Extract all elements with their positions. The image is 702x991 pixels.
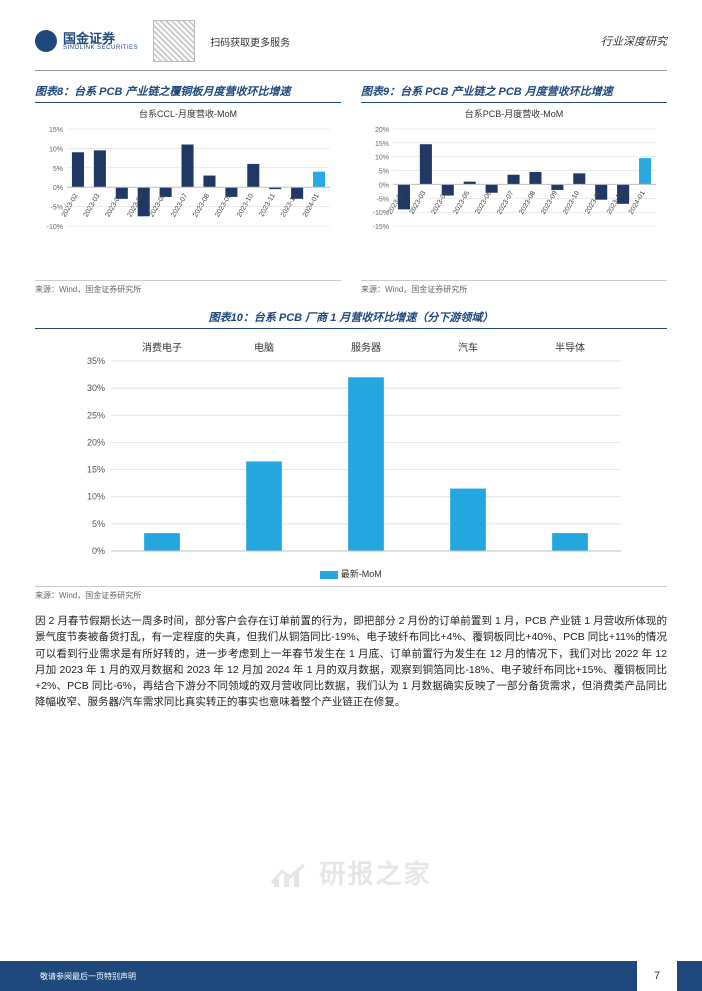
svg-text:25%: 25% xyxy=(87,410,105,420)
svg-text:2023-05: 2023-05 xyxy=(453,190,472,216)
svg-text:2023-10: 2023-10 xyxy=(236,193,255,219)
svg-text:0%: 0% xyxy=(53,185,63,192)
chart8-figure: -10% -5% 0% 5% 10% 15% 2023-022023-032023-04 20… xyxy=(35,124,335,274)
svg-text:-5%: -5% xyxy=(377,196,389,203)
chart9-container: 图表9：台系 PCB 产业链之 PCB 月度营收环比增速 台系PCB-月度营收-… xyxy=(361,83,667,295)
svg-text:2023-09: 2023-09 xyxy=(540,190,559,216)
svg-text:10%: 10% xyxy=(87,492,105,502)
svg-text:2023-08: 2023-08 xyxy=(192,193,211,219)
svg-text:2023-02: 2023-02 xyxy=(61,193,80,219)
body-paragraph: 因 2 月春节假期长达一周多时间，部分客户会存在订单前置的行为，即把部分 2 月… xyxy=(35,613,667,711)
svg-text:15%: 15% xyxy=(87,465,105,475)
legend-label: 最新-MoM xyxy=(341,569,382,579)
svg-text:2023-03: 2023-03 xyxy=(83,193,102,219)
chart9-subtitle: 台系PCB-月度营收-MoM xyxy=(361,107,667,120)
page-header: 国金证券 SINOLINK SECURITIES 扫码获取更多服务 行业深度研究 xyxy=(35,20,667,68)
svg-text:2023-10: 2023-10 xyxy=(562,190,581,216)
svg-text:消费电子: 消费电子 xyxy=(142,341,182,354)
svg-text:30%: 30% xyxy=(87,383,105,393)
svg-text:10%: 10% xyxy=(49,146,63,153)
svg-text:2023-04: 2023-04 xyxy=(105,193,124,219)
page-number: 7 xyxy=(637,961,677,991)
svg-text:10%: 10% xyxy=(375,155,389,162)
watermark-text: 研报之家 xyxy=(320,859,432,889)
svg-text:5%: 5% xyxy=(92,519,105,529)
chart8-title: 图表8：台系 PCB 产业链之覆铜板月度营收环比增速 xyxy=(35,83,341,103)
svg-text:2023-08: 2023-08 xyxy=(518,190,537,216)
svg-text:0%: 0% xyxy=(379,182,389,189)
chart10-figure: 0% 5% 10% 15% 20% 25% 30% 35% 消费电子 电脑 服务器 汽车 半导体 xyxy=(51,333,651,563)
charts-row-89: 图表8：台系 PCB 产业链之覆铜板月度营收环比增速 台系CCL-月度营收-Mo… xyxy=(35,83,667,295)
logo-subtext: SINOLINK SECURITIES xyxy=(63,45,138,51)
svg-text:-15%: -15% xyxy=(373,224,389,231)
svg-text:15%: 15% xyxy=(49,127,63,134)
svg-text:2023-11: 2023-11 xyxy=(584,190,603,215)
svg-text:2024-01: 2024-01 xyxy=(628,190,647,216)
svg-text:汽车: 汽车 xyxy=(458,341,478,354)
watermark-icon xyxy=(270,863,310,889)
chart9-title: 图表9：台系 PCB 产业链之 PCB 月度营收环比增速 xyxy=(361,83,667,103)
svg-text:20%: 20% xyxy=(375,127,389,134)
chart9-figure: -15%-10%-5%0%5%10%15%20%2023-022023-0320… xyxy=(361,124,661,274)
svg-text:半导体: 半导体 xyxy=(555,341,585,354)
svg-text:服务器: 服务器 xyxy=(351,341,381,354)
svg-text:2023-06: 2023-06 xyxy=(148,193,167,219)
chart8-subtitle: 台系CCL-月度营收-MoM xyxy=(35,107,341,120)
logo-icon xyxy=(35,30,57,52)
chart10-source: 来源：Wind，国金证券研究所 xyxy=(35,586,667,601)
chart8-source: 来源：Wind，国金证券研究所 xyxy=(35,280,341,295)
footer-disclaimer: 敬请参阅最后一页特别声明 xyxy=(0,971,136,982)
svg-text:电脑: 电脑 xyxy=(254,341,274,354)
watermark: 研报之家 xyxy=(0,854,702,891)
svg-text:2023-06: 2023-06 xyxy=(474,190,493,216)
svg-text:15%: 15% xyxy=(375,141,389,148)
svg-text:-10%: -10% xyxy=(47,224,63,231)
svg-text:2023-04: 2023-04 xyxy=(431,190,450,216)
svg-text:20%: 20% xyxy=(87,437,105,447)
logo-text: 国金证券 xyxy=(63,32,138,45)
chart10-title: 图表10：台系 PCB 厂商 1 月营收环比增速（分下游领域） xyxy=(35,309,667,329)
svg-text:-5%: -5% xyxy=(51,205,63,212)
chart9-source: 来源：Wind，国金证券研究所 xyxy=(361,280,667,295)
company-logo: 国金证券 SINOLINK SECURITIES xyxy=(35,30,138,52)
svg-text:0%: 0% xyxy=(92,546,105,556)
svg-text:5%: 5% xyxy=(53,166,63,173)
svg-text:2023-03: 2023-03 xyxy=(409,190,428,216)
chart10-legend: 最新-MoM xyxy=(35,567,667,580)
svg-text:2023-11: 2023-11 xyxy=(258,193,277,218)
svg-text:2023-12: 2023-12 xyxy=(280,193,299,219)
legend-swatch xyxy=(320,571,338,579)
chart8-container: 图表8：台系 PCB 产业链之覆铜板月度营收环比增速 台系CCL-月度营收-Mo… xyxy=(35,83,341,295)
svg-text:5%: 5% xyxy=(379,169,389,176)
svg-text:2023-07: 2023-07 xyxy=(496,190,515,216)
doc-category: 行业深度研究 xyxy=(601,33,667,49)
svg-text:35%: 35% xyxy=(87,356,105,366)
page-footer: 敬请参阅最后一页特别声明 7 xyxy=(0,961,702,991)
scan-text: 扫码获取更多服务 xyxy=(210,34,290,49)
svg-text:2023-07: 2023-07 xyxy=(170,193,189,219)
qr-code-icon xyxy=(153,20,195,62)
header-left: 国金证券 SINOLINK SECURITIES 扫码获取更多服务 xyxy=(35,20,290,62)
chart10-container: 图表10：台系 PCB 厂商 1 月营收环比增速（分下游领域） 0% 5% 10% 1… xyxy=(35,309,667,601)
header-divider xyxy=(35,70,667,71)
svg-text:2023-09: 2023-09 xyxy=(214,193,233,219)
svg-text:2024-01: 2024-01 xyxy=(302,193,321,219)
